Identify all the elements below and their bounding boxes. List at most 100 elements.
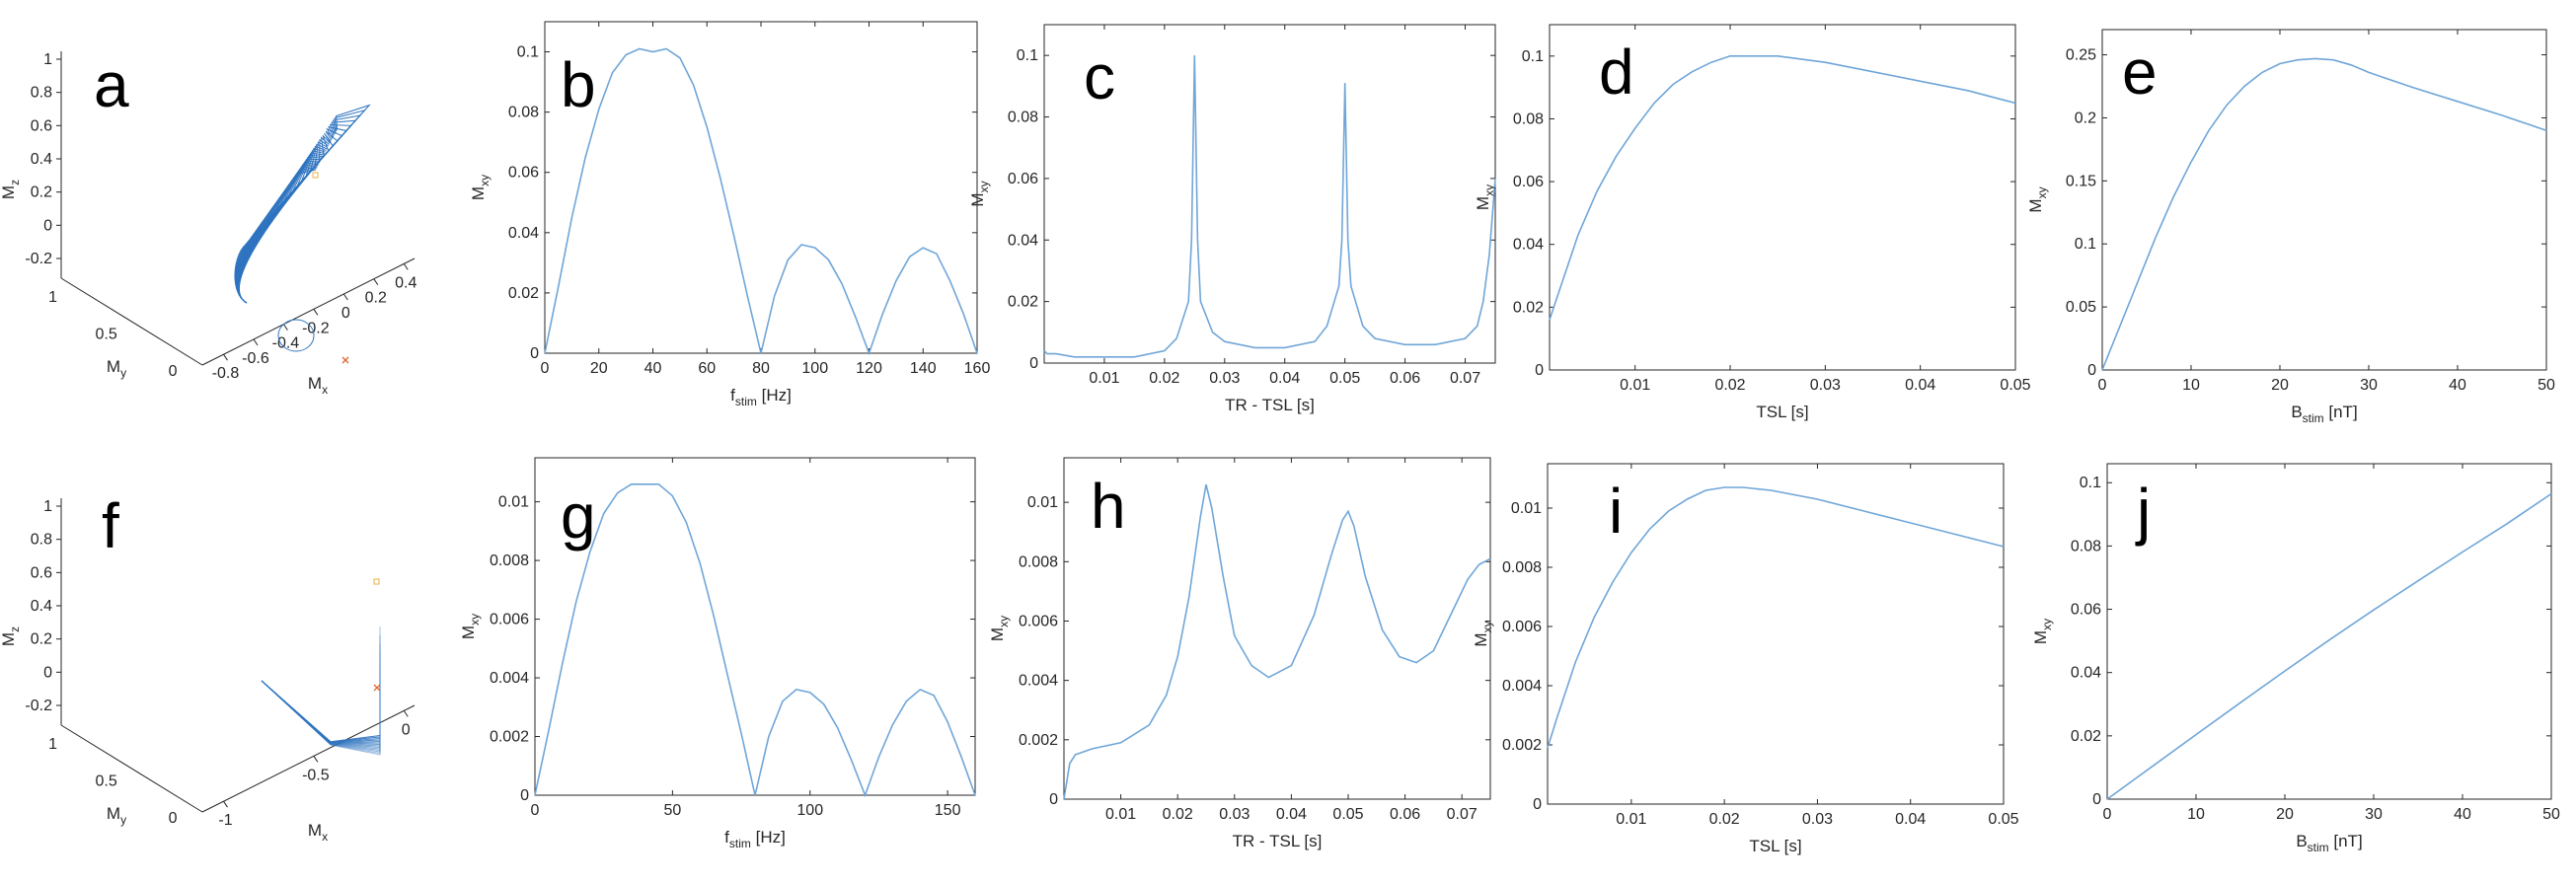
xtick-label-j-2: 20	[2276, 806, 2294, 823]
xlabel-j-tail: [nT]	[2329, 832, 2363, 850]
trajectory-loop-a-11	[237, 150, 325, 304]
zlabel-f-main: M	[0, 632, 18, 646]
ztick-label-a-3: 0.4	[31, 151, 52, 168]
xlabel3d-a-main: M	[308, 374, 322, 393]
xtick-label-i-0: 0.01	[1616, 811, 1646, 828]
series-line-g	[534, 482, 976, 798]
xlabel-e: Bstim [nT]	[2291, 403, 2357, 425]
ylabel-i: Mxy	[1472, 621, 1494, 646]
plot-frame-i	[1547, 463, 2005, 805]
xtick-label-d-2: 0.03	[1810, 377, 1841, 394]
trajectory-loop-a-12	[237, 147, 326, 304]
xtick-label-b-6: 120	[856, 360, 882, 377]
panel-e: 0 10 20 30 40 50 0 0.05 0.1 0.15 0.2 0.25 Bstim [nT]…	[2026, 29, 2555, 425]
xtick-label-j-0: 0	[2103, 806, 2112, 823]
zlabel-f-sub: z	[8, 626, 22, 632]
xtick-label-j-4: 40	[2454, 806, 2471, 823]
xlabel3d-a-sub: x	[322, 383, 328, 397]
xaxis-a	[201, 258, 416, 366]
xtick-label-c-4: 0.05	[1329, 370, 1360, 387]
ylabel3d-a: My	[107, 357, 126, 380]
trajectory-loop-a-4	[235, 163, 320, 304]
ylabel-b-main: M	[469, 186, 488, 200]
panel-letter-c: c	[1084, 41, 1115, 112]
ytick-label-i-0: 0	[1533, 796, 1542, 813]
panel-letter-g: g	[561, 480, 596, 552]
trajectory-loop-a-9	[236, 154, 324, 304]
trajectory-loop-a-2	[235, 166, 318, 304]
ytick-label-d-0: 0	[1535, 362, 1544, 379]
ytick-label-c-3: 0.06	[1008, 171, 1038, 187]
ytick3d-label-f-2: 1	[48, 736, 57, 753]
ytick-label-d-4: 0.08	[1513, 110, 1544, 127]
xlabel3d-f-sub: x	[322, 830, 328, 844]
xtick-label-e-3: 30	[2360, 377, 2378, 394]
xtick-label-c-1: 0.02	[1149, 370, 1179, 387]
ytick-label-j-5: 0.1	[2080, 475, 2101, 491]
ytick-label-c-4: 0.08	[1008, 110, 1038, 126]
ytick-label-e-3: 0.15	[2066, 173, 2096, 189]
ylabel-c-main: M	[968, 192, 987, 206]
ylabel-g-sub: xy	[468, 614, 482, 626]
trajectory-loop-f-7	[261, 680, 381, 746]
xtick3d-mark-f-1	[313, 756, 319, 763]
xlabel-j-sub: stim	[2308, 841, 2329, 854]
yaxis-f	[60, 724, 203, 813]
trajectory-loop-a-21	[238, 127, 343, 304]
ytick-label-e-0: 0	[2087, 362, 2096, 379]
ztick-label-f-0: -0.2	[25, 698, 52, 714]
panel-letter-h: h	[1091, 471, 1126, 542]
xtick-label-h-3: 0.04	[1276, 806, 1307, 823]
ylabel-j-main: M	[2031, 630, 2050, 644]
ytick-label-i-3: 0.006	[1502, 619, 1542, 635]
xlabel-d: TSL [s]	[1756, 403, 1808, 421]
zlabel-f: Mz	[0, 626, 22, 646]
xtick-label-g-3: 150	[935, 802, 961, 819]
xtick-label-h-4: 0.05	[1332, 806, 1363, 823]
panel-letter-a: a	[94, 49, 129, 120]
trajectory-f	[261, 578, 381, 756]
ytick-label-b-1: 0.02	[508, 285, 539, 302]
xtick-label-e-5: 50	[2538, 377, 2555, 394]
ytick-label-h-3: 0.006	[1019, 613, 1058, 629]
ytick3d-label-f-1: 0.5	[96, 774, 117, 790]
trajectory-loop-a-5	[236, 162, 321, 304]
xtick3d-label-f-2: 0	[402, 721, 411, 738]
ylabel-j: Mxy	[2031, 619, 2054, 644]
trajectory-loop-a-27	[238, 104, 371, 304]
ylabel-e: Mxy	[2026, 186, 2049, 212]
xtick-label-d-1: 0.02	[1714, 377, 1745, 394]
plot-frame-b	[544, 21, 978, 354]
xlabel-b: fstim [Hz]	[730, 386, 792, 408]
panel-h: 0.01 0.02 0.03 0.04 0.05 0.06 0.07 0 0.002 0.004 0…	[988, 457, 1491, 850]
xtick-label-i-3: 0.04	[1895, 811, 1926, 828]
xtick-label-e-0: 0	[2098, 377, 2107, 394]
panel-g: 0 50 100 150 0 0.002 0.004 0.006 0.008 0.01 fstim …	[459, 457, 976, 850]
panel-b: 0 20 40 60 80 100 120 140 160 0 0.02 0.04 0.06 0.08 0.…	[469, 21, 990, 408]
plot-frame-e	[2101, 29, 2547, 371]
xtick3d-label-f-1: -0.5	[302, 767, 330, 783]
series-line-j	[2106, 492, 2552, 800]
xtick-label-e-4: 40	[2449, 377, 2466, 394]
xtick3d-mark-a-4	[342, 293, 348, 301]
series-line-i	[1547, 486, 2005, 749]
series-line-h	[1063, 483, 1491, 800]
ytick-label-g-3: 0.006	[490, 612, 529, 628]
xtick-label-b-7: 140	[910, 360, 937, 377]
xtick-label-c-5: 0.06	[1390, 370, 1420, 387]
ytick-label-g-5: 0.01	[498, 494, 529, 511]
xlabel3d-f-main: M	[308, 821, 322, 840]
ztick-label-f-5: 0.8	[31, 532, 52, 549]
trajectory-loop-a-10	[237, 152, 325, 304]
ytick-label-h-5: 0.01	[1027, 494, 1058, 511]
xtick3d-label-f-0: -1	[218, 812, 232, 829]
ylabel-d-main: M	[1474, 196, 1492, 210]
ytick-label-g-1: 0.002	[490, 729, 529, 746]
ytick-label-d-5: 0.1	[1522, 48, 1544, 65]
xlabel-b-sub: stim	[735, 395, 757, 408]
zlabel-a-main: M	[0, 185, 18, 199]
xtick3d-mark-a-5	[373, 278, 379, 285]
trajectory-loop-a-1	[234, 168, 317, 304]
ytick-label-i-2: 0.004	[1502, 678, 1542, 695]
ztick-label-f-3: 0.4	[31, 598, 52, 615]
